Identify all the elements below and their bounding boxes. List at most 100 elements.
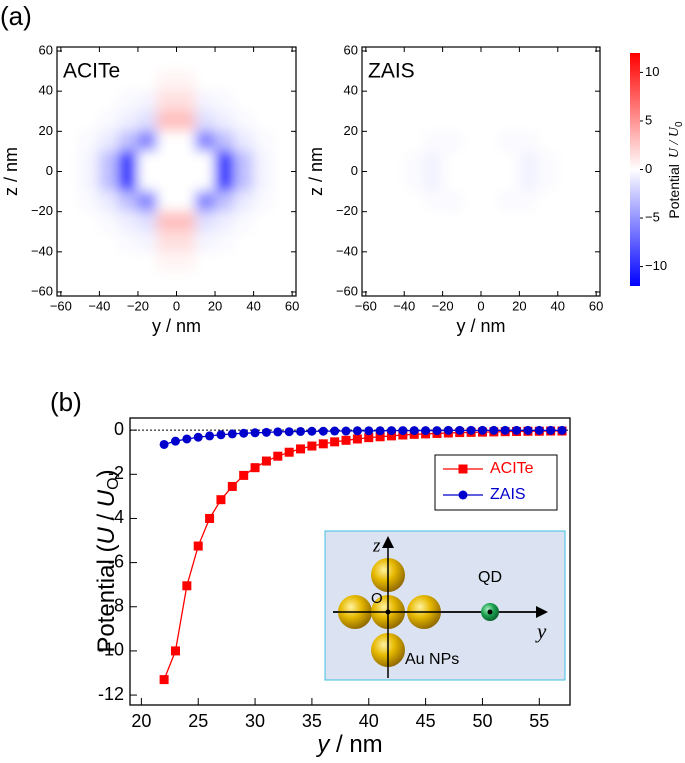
heatmap-cell	[176, 150, 197, 172]
heatmap-cell	[176, 70, 197, 92]
heatmap-cell	[137, 150, 158, 172]
label-run: U	[93, 489, 120, 507]
y-tick-label: 0	[46, 163, 53, 178]
marker	[534, 425, 544, 435]
marker	[489, 425, 499, 435]
marker	[261, 427, 271, 437]
heatmap-cell	[118, 50, 139, 72]
marker	[307, 426, 317, 436]
heatmap-cell	[98, 110, 120, 132]
heatmap-title: ZAIS	[368, 60, 415, 83]
heatmap-cell	[195, 90, 216, 112]
marker	[307, 441, 317, 451]
marker	[170, 646, 180, 656]
marker	[159, 675, 169, 685]
heatmap-cell	[480, 251, 501, 273]
heatmap-cell	[214, 70, 235, 92]
heatmap-cell	[480, 231, 501, 253]
heatmap-cell	[557, 271, 578, 293]
heatmap-cell	[365, 251, 386, 273]
heatmap-cell	[195, 50, 216, 72]
y-tick-label: 0	[351, 163, 358, 178]
x-tick-label: −20	[127, 298, 149, 313]
heatmap-cell	[272, 70, 293, 92]
heatmap-cell	[118, 110, 139, 132]
heatmap-cell	[365, 191, 386, 213]
marker	[409, 426, 419, 436]
colorbar-tick-label: 5	[645, 112, 652, 127]
heatmap-cell	[137, 211, 158, 233]
heatmap-cell	[60, 90, 81, 112]
x-tick-label: 60	[589, 298, 603, 313]
heatmap-cell	[60, 171, 81, 193]
heatmap-cell	[538, 211, 559, 233]
heatmap-cell	[214, 251, 235, 273]
heatmap-cell	[60, 191, 81, 213]
heatmap-cell	[480, 70, 501, 92]
heatmap-cell	[499, 110, 520, 132]
heatmap-cell	[98, 271, 120, 293]
heatmap-cell	[461, 191, 482, 213]
heatmap-cell	[214, 50, 235, 72]
heatmap-cell	[272, 231, 293, 253]
y-tick-label: −60	[336, 283, 358, 298]
heatmap-cell	[60, 251, 81, 273]
heatmap-cell	[403, 231, 424, 253]
heatmap-cell	[365, 70, 386, 92]
heatmap-cell	[233, 171, 255, 193]
y-tick-label: 20	[39, 123, 53, 138]
heatmap-cell	[79, 211, 100, 233]
heatmap-cell	[272, 271, 293, 293]
heatmap-cell	[233, 271, 255, 293]
heatmap-cell	[442, 90, 463, 112]
x-tick-label: 40	[359, 711, 379, 731]
heatmap-cell	[461, 70, 482, 92]
heatmap-cell	[518, 211, 540, 233]
marker	[182, 581, 192, 591]
heatmap-cell	[176, 211, 197, 233]
heatmap-cell	[195, 130, 216, 152]
x-axis-label: y / nm	[456, 316, 505, 336]
heatmap-cell	[79, 231, 100, 253]
heatmap-cell	[538, 50, 559, 72]
heatmap-cell	[137, 70, 158, 92]
heatmap-cell	[384, 271, 405, 293]
x-tick-label: 40	[551, 298, 565, 313]
x-axis-label: y / nm	[315, 731, 382, 758]
heatmap-cell	[118, 231, 139, 253]
heatmap-cell	[79, 251, 100, 273]
y-tick-label: -4	[108, 507, 124, 527]
heatmap-cell	[576, 171, 597, 193]
heatmap-cell	[384, 211, 405, 233]
panel-label: (b)	[50, 387, 82, 417]
heatmap-cell	[365, 110, 386, 132]
heatmap-cell	[365, 231, 386, 253]
heatmap-cell	[176, 191, 197, 213]
heatmap-cell	[118, 271, 139, 293]
marker	[352, 426, 362, 436]
legend-label: ZAIS	[490, 486, 526, 503]
heatmap-cell	[98, 90, 120, 112]
y-tick-label: -8	[108, 596, 124, 616]
heatmap-cell	[480, 110, 501, 132]
heatmap-cell	[195, 211, 216, 233]
y-tick-label: −20	[336, 203, 358, 218]
heatmap-cell	[403, 211, 424, 233]
heatmap-cell	[499, 130, 520, 152]
x-tick-label: 30	[245, 711, 265, 731]
y-tick-label: 60	[344, 42, 358, 57]
colorbar-tick-label: −5	[645, 209, 660, 224]
heatmap-cell	[403, 130, 424, 152]
heatmap-cell	[60, 50, 81, 72]
heatmap-cell	[365, 130, 386, 152]
marker	[500, 425, 510, 435]
heatmap-cell	[98, 130, 120, 152]
heatmap-cell	[272, 171, 293, 193]
heatmap-cell	[60, 211, 81, 233]
heatmap-cell	[499, 191, 520, 213]
heatmap-cell	[422, 110, 444, 132]
heatmap-cell	[461, 130, 482, 152]
heatmap-cell	[461, 271, 482, 293]
label-run: / nm	[329, 731, 382, 758]
x-tick-label: 25	[188, 711, 208, 731]
